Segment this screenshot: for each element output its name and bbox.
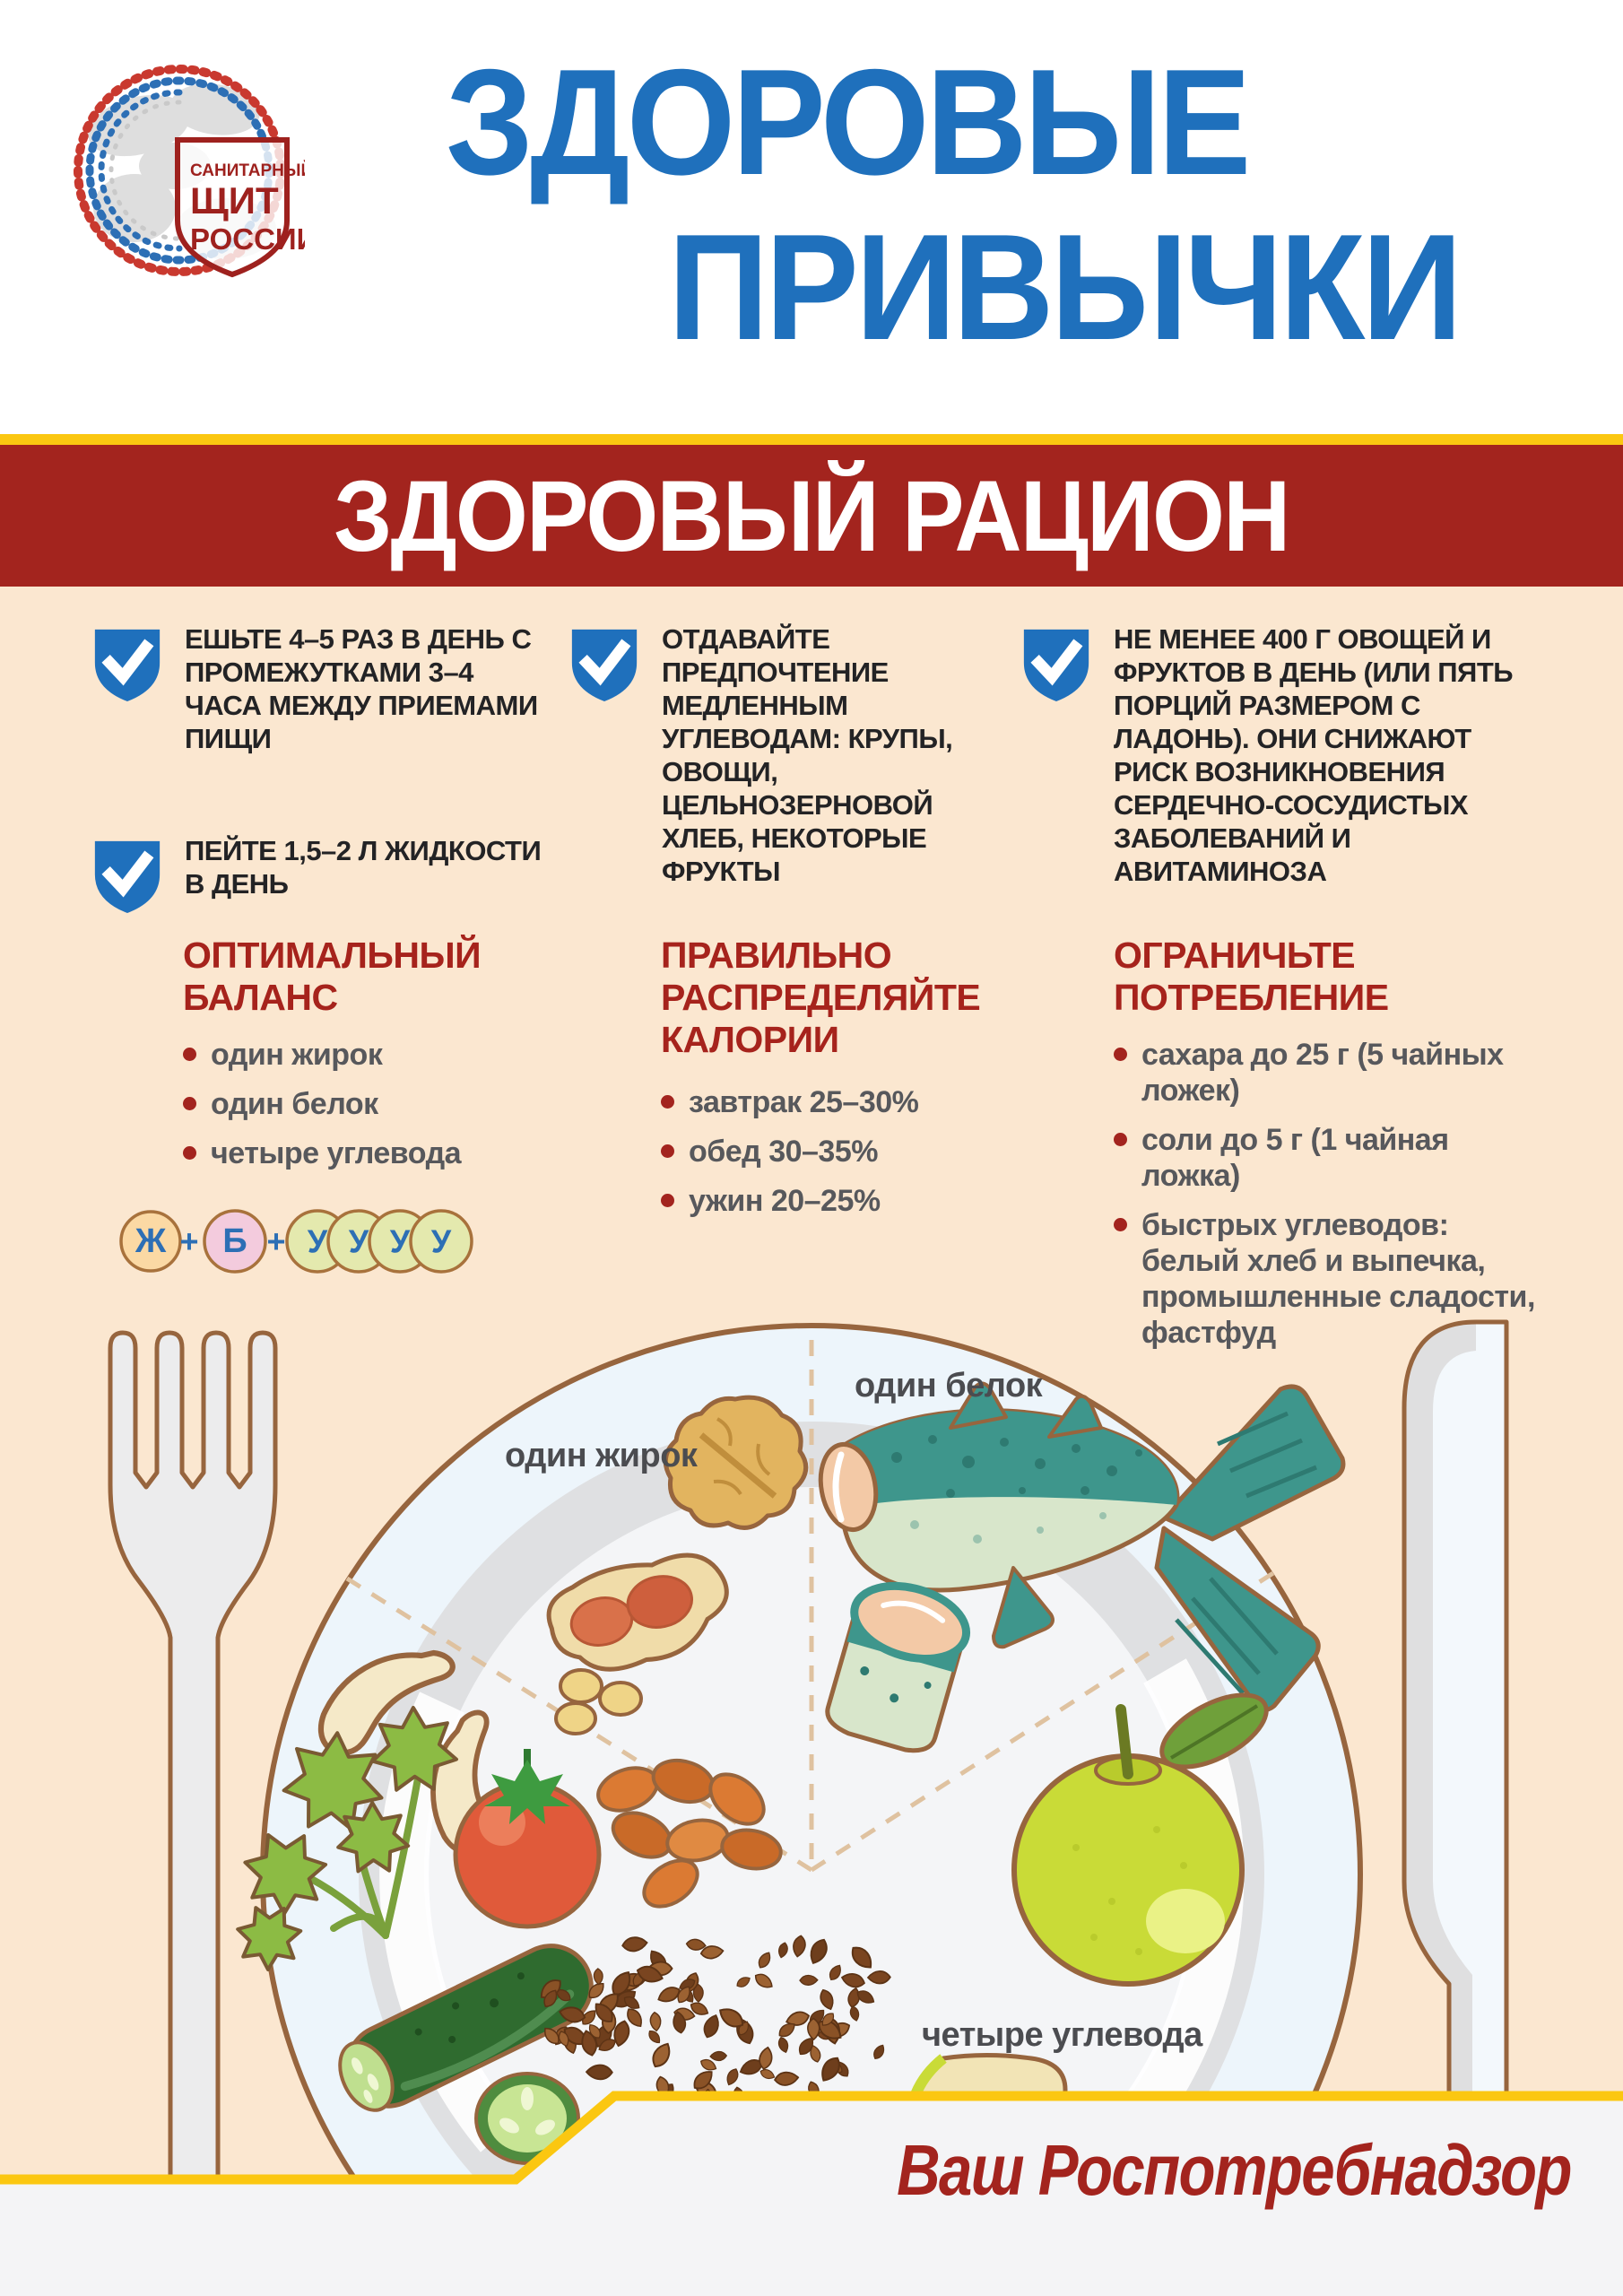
check-shield-icon — [90, 622, 165, 705]
section-heading: ОПТИМАЛЬНЫЙ БАЛАНС — [183, 935, 482, 1018]
check-shield-icon — [567, 622, 642, 705]
list-item: один жирок — [183, 1037, 551, 1073]
section-heading: ОГРАНИЧЬТЕ ПОТРЕБЛЕНИЕ — [1114, 935, 1389, 1018]
bullet-dot-icon — [183, 1146, 196, 1160]
list-item: ужин 20–25% — [661, 1183, 1028, 1219]
tip-text: ЕШЬТЕ 4–5 РАЗ В ДЕНЬ С ПРОМЕЖУТКАМИ 3–4 … — [185, 623, 538, 754]
bullet-text: завтрак 25–30% — [689, 1085, 919, 1119]
list-item: сахара до 25 г (5 чайных ложек) — [1114, 1037, 1542, 1109]
list-item: обед 30–35% — [661, 1134, 1028, 1170]
tip-slow-carbs: ОТДАВАЙТЕ ПРЕДПОЧТЕНИЕ МЕДЛЕННЫМ УГЛЕВОД… — [567, 622, 1033, 888]
poster-title-line2: ПРИВЫЧКИ — [668, 203, 1462, 371]
bullet-dot-icon — [183, 1097, 196, 1110]
peanut-illustration — [546, 1552, 729, 1672]
footer-background — [0, 2096, 1623, 2296]
banner-title: ЗДОРОВЫЙ РАЦИОН — [334, 459, 1290, 572]
footer-brand-text: Ваш Роспотребнадзор — [897, 2130, 1572, 2210]
walnut-illustration — [663, 1395, 809, 1530]
bullet-dot-icon — [661, 1194, 674, 1207]
carb-circle-icon — [409, 1209, 473, 1274]
section-banner: ЗДОРОВЫЙ РАЦИОН — [0, 445, 1623, 587]
carb-letter: У — [308, 1223, 328, 1260]
plus-sign: + — [266, 1223, 285, 1260]
balance-formula: Ж + Б + У У У У — [119, 1209, 473, 1274]
bullet-text: ужин 20–25% — [689, 1184, 881, 1218]
header: САНИТАРНЫЙ ЩИТ РОССИИ ЗДОРОВЫЕ ПРИВЫЧКИ — [0, 0, 1623, 434]
fat-circle-icon — [119, 1210, 182, 1273]
bullet-dot-icon — [183, 1048, 196, 1061]
fish-fins — [949, 1381, 1103, 1649]
bullet-dot-icon — [1114, 1218, 1127, 1231]
beans-illustration — [554, 1668, 643, 1735]
check-shield-icon — [1019, 622, 1094, 705]
section-calories: ПРАВИЛЬНО РАСПРЕДЕЛЯЙТЕ КАЛОРИИ завтрак … — [661, 935, 1028, 1232]
bullet-text: сахара до 25 г (5 чайных ложек) — [1141, 1038, 1504, 1108]
almonds-illustration — [596, 1758, 783, 1909]
protein-circle-icon — [203, 1209, 267, 1274]
poster-title-line1: ЗДОРОВЫЕ — [446, 38, 1251, 206]
gold-divider — [0, 434, 1623, 445]
bullet-text: четыре углевода — [211, 1136, 462, 1170]
plus-sign: + — [179, 1223, 198, 1260]
logo-line3: РОССИИ — [190, 222, 305, 256]
logo-line1: САНИТАРНЫЙ — [190, 161, 305, 180]
bullet-text: обед 30–35% — [689, 1135, 878, 1169]
buckwheat-illustration — [540, 1935, 891, 2109]
apple-illustration — [1011, 1692, 1269, 1987]
knife-icon — [1402, 1319, 1509, 2101]
carb-letter: У — [431, 1223, 452, 1260]
list-item: соли до 5 г (1 чайная ложка) — [1114, 1122, 1542, 1194]
sanitary-shield-logo: САНИТАРНЫЙ ЩИТ РОССИИ — [74, 65, 317, 278]
logo-shield-icon: САНИТАРНЫЙ ЩИТ РОССИИ — [175, 137, 317, 278]
bullet-list: завтрак 25–30% обед 30–35% ужин 20–25% — [661, 1084, 1028, 1219]
tomato-illustration — [453, 1749, 602, 1929]
bullet-dot-icon — [1114, 1133, 1127, 1146]
carb-letter: У — [349, 1223, 369, 1260]
tip-text: ПЕЙТЕ 1,5–2 Л ЖИДКОСТИ В ДЕНЬ — [185, 835, 542, 900]
list-item: один белок — [183, 1086, 551, 1122]
bullet-dot-icon — [661, 1144, 674, 1158]
fat-letter: Ж — [135, 1222, 167, 1260]
bullet-dot-icon — [1114, 1048, 1127, 1061]
parsley-illustration — [236, 1706, 458, 1971]
fork-icon — [108, 1330, 278, 2209]
fish-steak — [825, 1581, 971, 1753]
section-optimal-balance: ОПТИМАЛЬНЫЙ БАЛАНС один жирок один белок… — [183, 935, 551, 1185]
fish-illustration — [818, 1381, 1346, 1753]
protein-letter: Б — [222, 1222, 247, 1260]
bullet-list: сахара до 25 г (5 чайных ложек) соли до … — [1114, 1037, 1542, 1351]
bullet-text: соли до 5 г (1 чайная ложка) — [1141, 1123, 1449, 1193]
plate-carbs-label: четыре углевода — [922, 2016, 1202, 2054]
bullet-text: один белок — [211, 1087, 378, 1121]
cucumber-slice — [474, 2072, 580, 2165]
bullet-text: быстрых углеводов: белый хлеб и выпечка,… — [1141, 1208, 1535, 1350]
carb-letter: У — [390, 1223, 411, 1260]
plate-fat-label: один жирок — [505, 1437, 698, 1474]
bullet-list: один жирок один белок четыре углевода — [183, 1037, 551, 1171]
bullet-text: один жирок — [211, 1038, 383, 1072]
list-item: быстрых углеводов: белый хлеб и выпечка,… — [1114, 1207, 1542, 1351]
list-item: завтрак 25–30% — [661, 1084, 1028, 1120]
footer-gold-line — [0, 2091, 1623, 2185]
section-limit-consumption: ОГРАНИЧЬТЕ ПОТРЕБЛЕНИЕ сахара до 25 г (5… — [1114, 935, 1542, 1364]
tip-drink-water: ПЕЙТЕ 1,5–2 Л ЖИДКОСТИ В ДЕНЬ — [90, 834, 556, 917]
logo-line2: ЩИТ — [190, 179, 279, 222]
bullet-dot-icon — [661, 1095, 674, 1109]
list-item: четыре углевода — [183, 1135, 551, 1171]
tip-text: ОТДАВАЙТЕ ПРЕДПОЧТЕНИЕ МЕДЛЕННЫМ УГЛЕВОД… — [662, 623, 953, 887]
healthy-plate-illustration — [108, 1319, 1509, 2296]
cucumber-illustration — [338, 1944, 594, 2165]
footer: Ваш Роспотребнадзор — [0, 2090, 1623, 2296]
section-heading: ПРАВИЛЬНО РАСПРЕДЕЛЯЙТЕ КАЛОРИИ — [661, 935, 981, 1060]
plate-protein-label: один белок — [855, 1367, 1043, 1405]
tip-text: НЕ МЕНЕЕ 400 Г ОВОЩЕЙ И ФРУКТОВ В ДЕНЬ (… — [1114, 623, 1514, 887]
tip-vegetables-fruits: НЕ МЕНЕЕ 400 Г ОВОЩЕЙ И ФРУКТОВ В ДЕНЬ (… — [1019, 622, 1557, 888]
tip-meals-frequency: ЕШЬТЕ 4–5 РАЗ В ДЕНЬ С ПРОМЕЖУТКАМИ 3–4 … — [90, 622, 556, 755]
check-shield-icon — [90, 834, 165, 917]
